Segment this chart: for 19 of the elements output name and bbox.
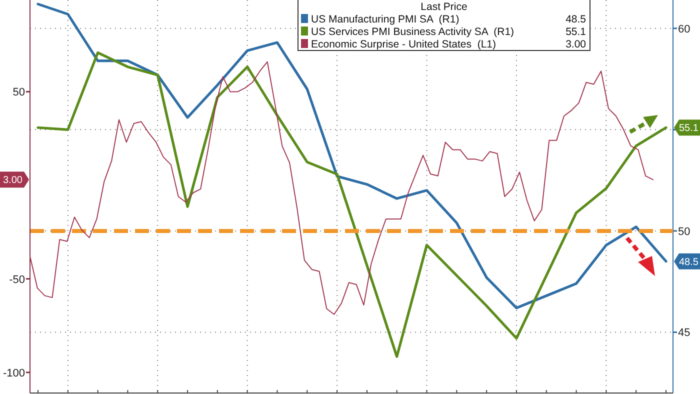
- line-series: [30, 61, 654, 315]
- y-tick-label: -50: [9, 274, 25, 286]
- line-series: [36, 2, 668, 310]
- y-tick-label: 60: [678, 23, 690, 36]
- y-tick-label: 45: [678, 327, 690, 340]
- y-tick-label: 50: [12, 86, 25, 99]
- text: 48.5: [566, 14, 586, 26]
- legend-label: US Manufacturing PMI SA (R1): [311, 14, 460, 26]
- data-label: 48.5: [679, 256, 699, 268]
- data-label: 55.1: [679, 123, 699, 134]
- y-tick-label: 50: [678, 226, 690, 238]
- legend-title: Last Price: [420, 1, 468, 13]
- text: 3.00: [566, 38, 586, 50]
- legend-label: US Services PMI Business Activity SA (R1): [311, 26, 514, 38]
- y-tick-label: -100: [2, 367, 25, 380]
- line-series: [36, 51, 668, 358]
- legend-label: Economic Surprise - United States (L1): [311, 38, 496, 50]
- text: 55.1: [566, 26, 586, 38]
- annotation: 3.00: [3, 175, 23, 186]
